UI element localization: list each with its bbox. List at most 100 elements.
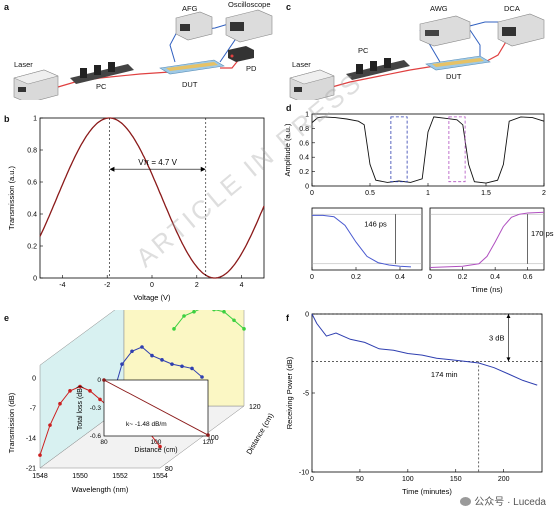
vpi-arrowhead-right <box>200 166 206 172</box>
inset-point <box>206 433 210 437</box>
afg-device <box>175 11 213 41</box>
z-axis-label: Distance (cm) <box>244 411 275 456</box>
x-tick-label: 2 <box>542 190 546 197</box>
x-tick-label: 1552 <box>112 473 128 480</box>
y-tick-label: 0.2 <box>299 169 309 176</box>
3db-arrowhead-bottom <box>506 357 511 362</box>
x-tick-label: 0.2 <box>458 274 468 281</box>
series-point-100 <box>150 353 154 358</box>
x-tick-label: 1554 <box>152 473 168 480</box>
plot-frame <box>429 207 545 271</box>
series-point-80 <box>68 389 72 393</box>
x-tick-label: 0.2 <box>351 274 361 281</box>
plot-frame <box>311 113 545 187</box>
y-tick-label: -7 <box>30 406 36 413</box>
series-point-100 <box>190 366 194 371</box>
x-tick-label: 0.4 <box>395 274 405 281</box>
inset-x-tick: 80 <box>100 439 108 446</box>
laser-device <box>13 69 59 100</box>
x-tick-label: 0 <box>310 274 314 281</box>
x-tick-label: 4 <box>240 282 244 289</box>
inset-fit-line <box>103 379 209 436</box>
dut-device <box>159 59 225 75</box>
panel-letter-b: b <box>4 114 10 124</box>
x-tick-label: -2 <box>104 282 110 289</box>
wechat-icon <box>460 497 472 506</box>
series-point-100 <box>170 362 174 366</box>
series-point-100 <box>120 362 124 366</box>
y-tick-label: 0 <box>32 376 36 383</box>
panel-letter-a: a <box>4 2 10 12</box>
laser-device-c <box>289 69 335 100</box>
y-tick-label: -21 <box>26 466 36 473</box>
series-line-120 <box>173 310 245 330</box>
panel-letter-c: c <box>286 2 292 12</box>
power-curve <box>311 313 538 386</box>
series-line-100 <box>111 346 203 399</box>
z-tick-label: 100 <box>207 435 219 442</box>
series-point-120 <box>172 327 176 331</box>
vpi-arrowhead-left <box>109 166 115 172</box>
series-point-80 <box>78 384 82 389</box>
oscilloscope-device <box>225 9 273 43</box>
series-point-80 <box>98 397 102 402</box>
z-tick-label: 80 <box>165 466 173 473</box>
x-tick-label: 0 <box>310 476 314 483</box>
label-dut-a: DUT <box>182 80 198 89</box>
pc-device <box>70 62 134 84</box>
series-point-120 <box>222 310 226 314</box>
chart-d: 0 0.5 1 1.5 2 0 0.2 0.4 0.6 0.8 1 Amplitude (a.u.) 0… <box>283 112 554 295</box>
panel-letter-d: d <box>286 103 292 113</box>
inset-point <box>102 378 106 382</box>
x-tick-label: 0.4 <box>490 274 500 281</box>
setup-diagram-c <box>289 13 545 100</box>
side-plane <box>39 310 125 469</box>
y-axis-label: Transmission (dB) <box>7 392 16 453</box>
fall-edge-box <box>390 116 408 183</box>
rise-time-label: 170 ps <box>531 229 554 238</box>
label-afg: AFG <box>182 4 198 13</box>
3db-arrowhead-top <box>506 314 511 318</box>
y-tick-label: 0 <box>305 184 309 191</box>
dut-device-c <box>425 55 491 71</box>
y-tick-label: 0.6 <box>27 180 37 187</box>
label-pd: PD <box>246 64 257 73</box>
x-axis-label: Voltage (V) <box>133 293 171 302</box>
x-tick-label: 1548 <box>32 473 48 480</box>
series-point-120 <box>182 314 186 318</box>
inset-y-tick: 0 <box>97 377 101 384</box>
inset-y-label: Total loss (dB) <box>77 386 84 430</box>
x-axis-label: Time (ns) <box>471 285 503 294</box>
label-dca: DCA <box>504 4 520 13</box>
y-tick-label: 1 <box>305 112 309 119</box>
y-tick-label: -5 <box>303 391 309 398</box>
x-tick-label: 0 <box>310 190 314 197</box>
x-tick-label: 50 <box>356 476 364 483</box>
label-awg: AWG <box>430 4 448 13</box>
chart-f: 0 50 100 150 200 0 -5 -10 Time (minutes) Receivin… <box>285 312 543 496</box>
series-point-80 <box>88 389 92 393</box>
inset-y-tick: -0.3 <box>90 405 102 412</box>
x-tick-label: 0 <box>428 274 432 281</box>
y-axis-label: Receiving Power (dB) <box>285 356 294 429</box>
y-axis-label: Transmission (a.u.) <box>7 166 16 230</box>
y-tick-label: 0.8 <box>299 126 309 133</box>
series-point-80 <box>48 423 52 427</box>
series-point-120 <box>192 310 196 314</box>
time-annotation: 174 min <box>431 370 458 379</box>
label-dut-c: DUT <box>446 72 462 81</box>
y-tick-label: 0 <box>33 276 37 283</box>
series-point-100 <box>140 345 144 349</box>
series-point-100 <box>180 364 184 369</box>
y-tick-label: 1 <box>33 116 37 123</box>
inset-x-tick: 120 <box>203 439 214 446</box>
series-point-100 <box>130 349 134 354</box>
x-tick-label: 150 <box>450 476 462 483</box>
label-pc-a: PC <box>96 82 107 91</box>
x-tick-label: 200 <box>498 476 510 483</box>
label-laser-c: Laser <box>292 60 311 69</box>
label-oscilloscope: Oscilloscope <box>228 0 271 9</box>
footer-text: 公众号 · Luceda <box>474 497 546 508</box>
chart-b: -4 -2 0 2 4 0 0.2 0.4 0.6 0.8 1 Voltage (V) Transmis… <box>7 116 265 302</box>
x-tick-label: 1550 <box>72 473 88 480</box>
